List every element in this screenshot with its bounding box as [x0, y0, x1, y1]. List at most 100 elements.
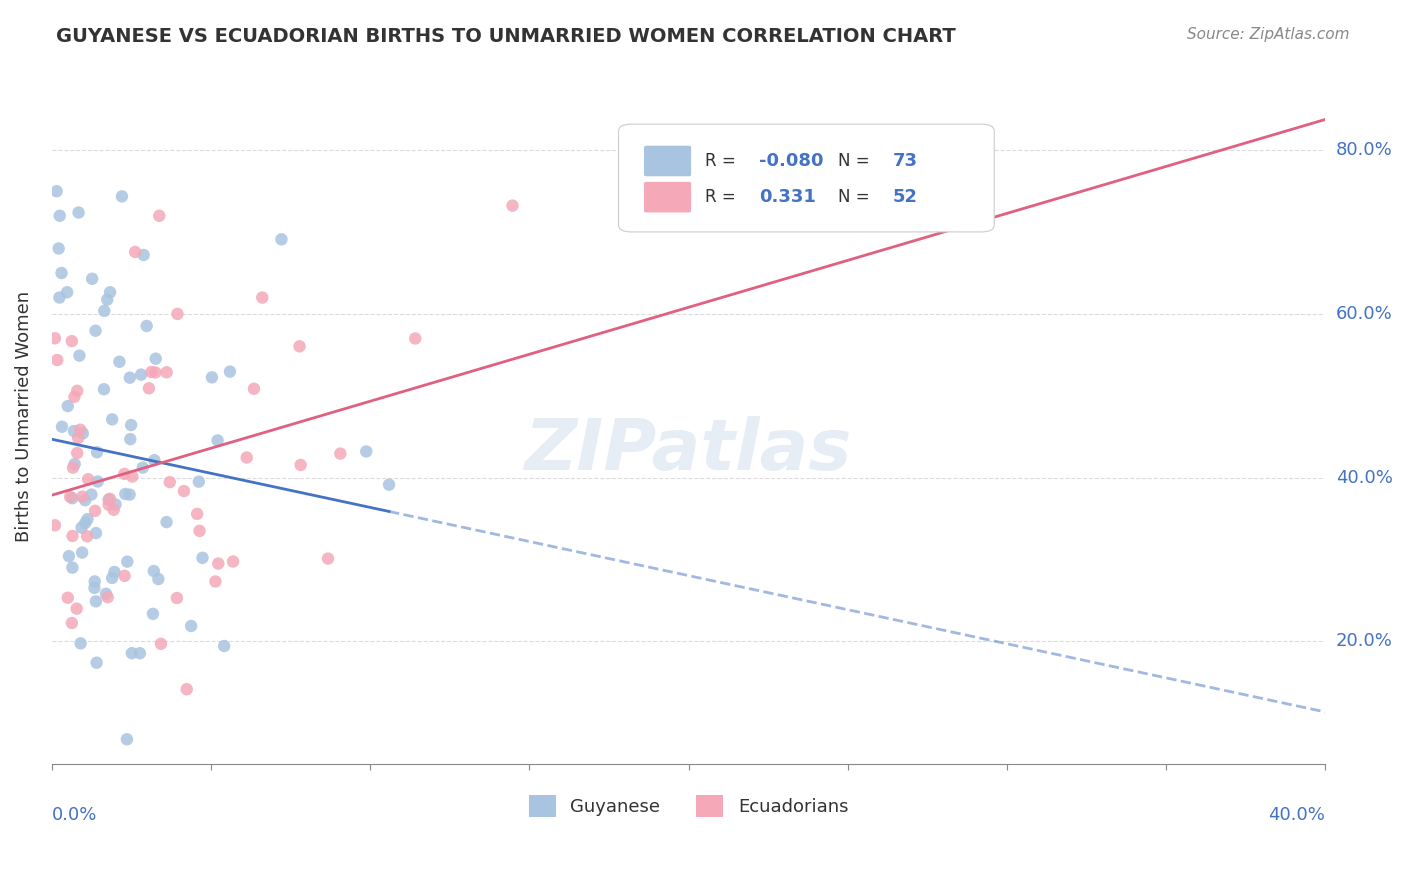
- Point: [93, 382, 115, 396]
- Point: [290, 458, 312, 472]
- Point: [75, 493, 97, 508]
- Point: [155, 515, 177, 529]
- Point: [72, 490, 94, 504]
- Point: [63, 457, 86, 471]
- Point: [252, 291, 274, 305]
- Point: [114, 569, 136, 583]
- Point: [84, 324, 107, 338]
- Point: [97, 498, 120, 512]
- Point: [76, 512, 98, 526]
- Point: [235, 450, 257, 465]
- Point: [378, 477, 401, 491]
- Point: [404, 331, 426, 345]
- Point: [67, 431, 90, 445]
- FancyBboxPatch shape: [644, 145, 692, 177]
- Text: 80.0%: 80.0%: [1336, 141, 1392, 160]
- Point: [45, 184, 67, 198]
- Point: [117, 555, 139, 569]
- Point: [83, 574, 105, 589]
- Point: [142, 564, 165, 578]
- Point: [138, 381, 160, 395]
- Point: [46, 353, 69, 368]
- Point: [135, 318, 157, 333]
- Point: [288, 339, 311, 353]
- Point: [49, 209, 72, 223]
- Text: 0.331: 0.331: [759, 188, 815, 206]
- Point: [97, 492, 120, 507]
- Point: [222, 555, 245, 569]
- Text: 60.0%: 60.0%: [1336, 305, 1392, 323]
- Point: [219, 365, 242, 379]
- Point: [60, 615, 83, 630]
- Point: [207, 557, 229, 571]
- Point: [316, 551, 339, 566]
- Point: [63, 390, 86, 404]
- Point: [114, 487, 136, 501]
- Point: [48, 242, 70, 256]
- Point: [142, 607, 165, 621]
- Point: [145, 351, 167, 366]
- Point: [101, 412, 124, 426]
- Point: [124, 244, 146, 259]
- Point: [75, 516, 97, 530]
- Point: [132, 460, 155, 475]
- Point: [121, 469, 143, 483]
- Point: [48, 291, 70, 305]
- Point: [111, 189, 134, 203]
- Legend: Guyanese, Ecuadorians: Guyanese, Ecuadorians: [522, 788, 856, 824]
- Point: [201, 370, 224, 384]
- Point: [70, 521, 93, 535]
- Point: [121, 646, 143, 660]
- Point: [180, 619, 202, 633]
- Point: [204, 574, 226, 589]
- Point: [108, 355, 131, 369]
- Text: 52: 52: [893, 188, 917, 206]
- Point: [270, 232, 292, 246]
- Point: [176, 682, 198, 697]
- Point: [69, 423, 91, 437]
- Point: [82, 272, 104, 286]
- Point: [159, 475, 181, 489]
- Point: [59, 490, 82, 504]
- Point: [83, 581, 105, 595]
- Text: GUYANESE VS ECUADORIAN BIRTHS TO UNMARRIED WOMEN CORRELATION CHART: GUYANESE VS ECUADORIAN BIRTHS TO UNMARRI…: [56, 27, 956, 45]
- Point: [186, 507, 208, 521]
- Point: [156, 365, 179, 379]
- Point: [63, 424, 86, 438]
- Point: [502, 199, 524, 213]
- Point: [141, 365, 163, 379]
- Point: [56, 591, 79, 605]
- Point: [128, 646, 150, 660]
- Point: [96, 293, 118, 307]
- Point: [86, 445, 108, 459]
- Point: [173, 483, 195, 498]
- Point: [148, 209, 170, 223]
- Point: [166, 591, 188, 605]
- Point: [166, 307, 188, 321]
- Text: R =: R =: [706, 188, 741, 206]
- Point: [145, 366, 167, 380]
- Point: [60, 560, 83, 574]
- Point: [98, 491, 121, 506]
- Y-axis label: Births to Unmarried Women: Births to Unmarried Women: [15, 291, 32, 541]
- Point: [132, 248, 155, 262]
- Point: [118, 488, 141, 502]
- Text: 40.0%: 40.0%: [1268, 805, 1326, 823]
- Point: [354, 444, 377, 458]
- Point: [118, 370, 141, 384]
- Point: [60, 491, 83, 506]
- Point: [66, 446, 89, 460]
- Point: [101, 571, 124, 585]
- Point: [67, 205, 90, 219]
- Point: [103, 503, 125, 517]
- Point: [86, 656, 108, 670]
- Point: [120, 432, 142, 446]
- Point: [329, 447, 352, 461]
- Point: [191, 550, 214, 565]
- Point: [84, 594, 107, 608]
- Point: [72, 426, 94, 441]
- FancyBboxPatch shape: [644, 182, 692, 212]
- Text: 40.0%: 40.0%: [1336, 468, 1392, 486]
- Point: [60, 334, 83, 348]
- Point: [112, 467, 135, 481]
